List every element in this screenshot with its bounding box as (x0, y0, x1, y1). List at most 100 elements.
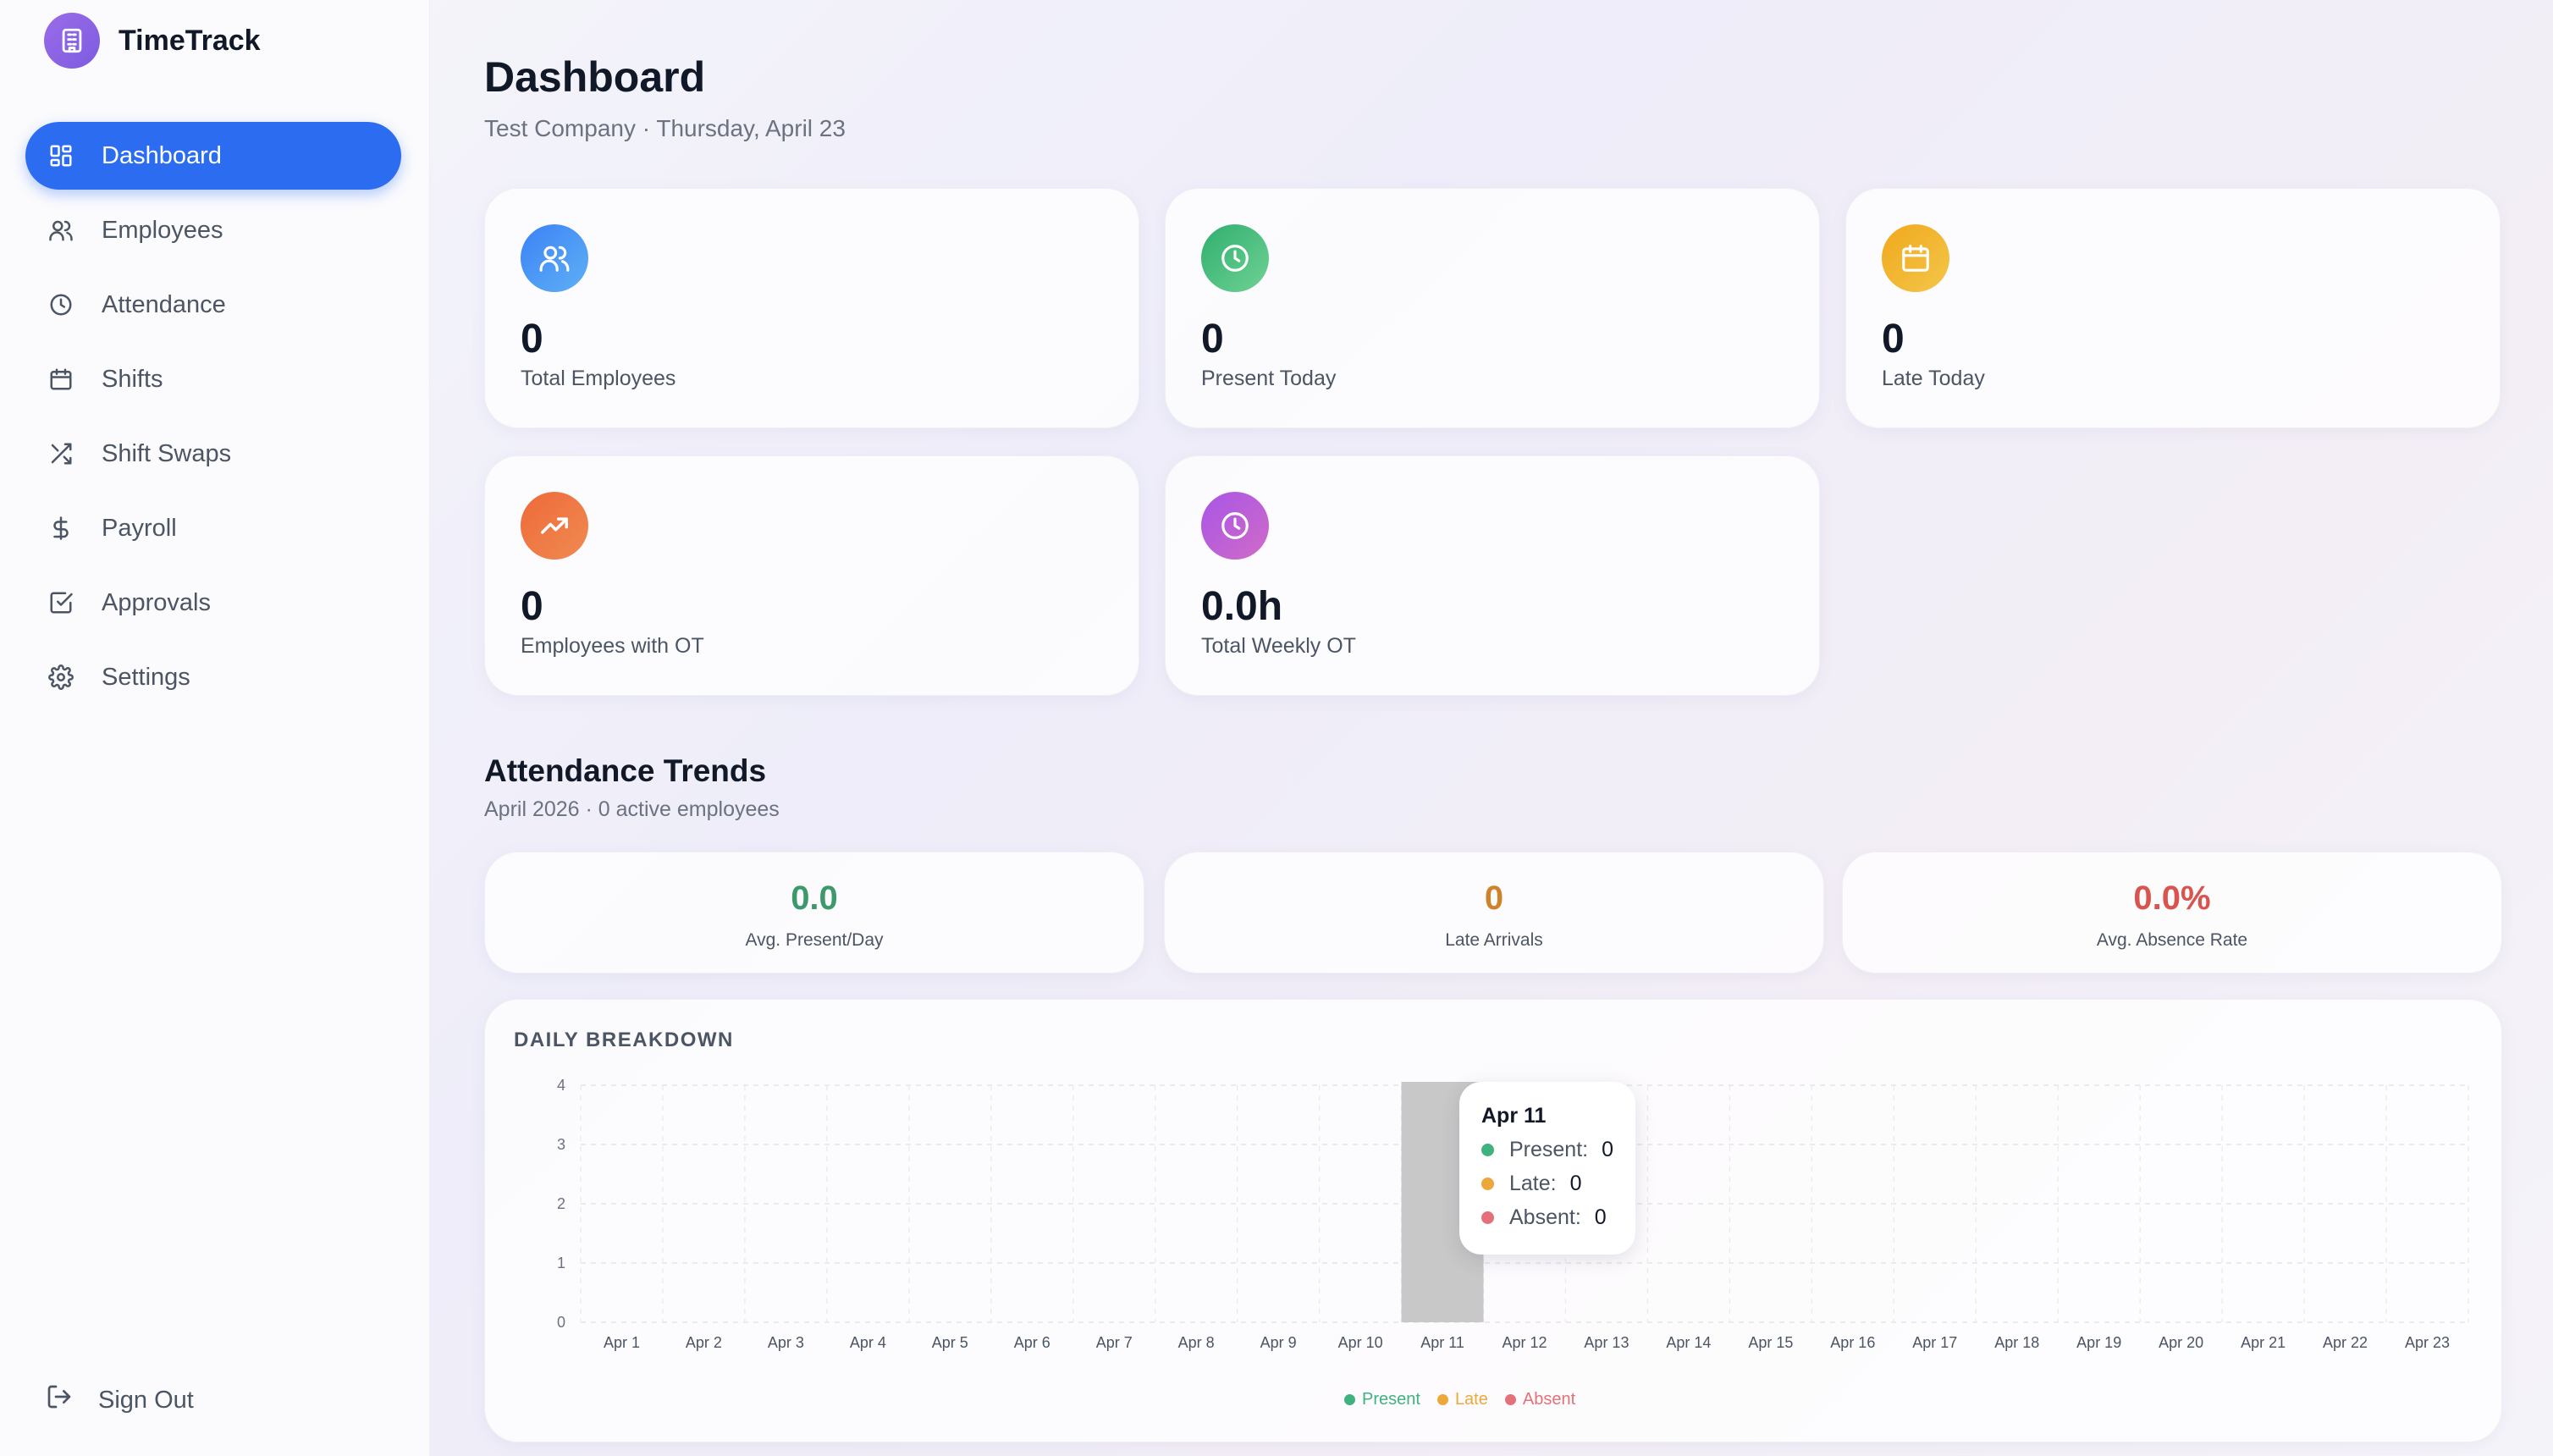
sidebar-item-employees[interactable]: Employees (25, 196, 401, 264)
sign-out-button[interactable]: Sign Out (46, 1383, 194, 1417)
summary-label: Avg. Absence Rate (2096, 930, 2248, 950)
clock-icon (1201, 224, 1269, 292)
x-tick-label: Apr 10 (1338, 1334, 1383, 1351)
x-tick-label: Apr 22 (2323, 1334, 2368, 1351)
x-tick-label: Apr 20 (2159, 1334, 2203, 1351)
sidebar-item-payroll[interactable]: Payroll (25, 494, 401, 562)
tooltip-value: 0 (1602, 1138, 1614, 1161)
x-tick-label: Apr 13 (1584, 1334, 1629, 1351)
trending-up-icon (521, 492, 588, 560)
legend-item-late[interactable]: Late (1436, 1390, 1488, 1409)
summary-value: 0.0% (2133, 880, 2211, 917)
sidebar-item-attendance[interactable]: Attendance (25, 271, 401, 339)
stat-value: 0 (521, 584, 543, 629)
chart-tooltip: Apr 11 Present: 0 Late: 0 Absent: 0 (1459, 1082, 1635, 1255)
summary-card-absence-rate: 0.0% Avg. Absence Rate (1842, 852, 2502, 973)
brand[interactable]: TimeTrack (44, 13, 261, 69)
stat-label: Employees with OT (521, 634, 704, 658)
x-tick-label: Apr 1 (604, 1334, 640, 1351)
chart-title: DAILY BREAKDOWN (514, 1029, 734, 1051)
legend-dot-icon (1436, 1394, 1448, 1405)
sidebar-nav: Dashboard Employees Attendance Shifts Sh… (25, 122, 401, 718)
y-tick-label: 3 (557, 1136, 565, 1153)
stat-value: 0 (1201, 317, 1224, 361)
gear-icon (46, 662, 76, 692)
x-tick-label: Apr 19 (2076, 1334, 2121, 1351)
stat-value: 0 (1882, 317, 1905, 361)
page-subtitle: Test Company · Thursday, April 23 (484, 115, 846, 141)
stat-value: 0.0h (1201, 584, 1283, 629)
legend-item-absent[interactable]: Absent (1504, 1390, 1575, 1409)
x-tick-label: Apr 6 (1014, 1334, 1050, 1351)
chart-legend: Present Late Absent (1344, 1390, 1592, 1409)
dashboard-grid-icon (46, 141, 76, 171)
sidebar-item-approvals[interactable]: Approvals (25, 569, 401, 637)
y-tick-label: 4 (557, 1077, 565, 1094)
summary-card-late-arrivals: 0 Late Arrivals (1164, 852, 1824, 973)
x-tick-label: Apr 4 (850, 1334, 886, 1351)
sidebar-item-settings[interactable]: Settings (25, 643, 401, 711)
chart-y-ticks: 0 1 2 3 4 (557, 1077, 565, 1331)
absent-dot-icon (1481, 1211, 1494, 1224)
chart-grid (580, 1084, 2469, 1323)
x-tick-label: Apr 5 (932, 1334, 968, 1351)
stat-card-present-today: 0 Present Today (1165, 188, 1820, 428)
x-tick-label: Apr 12 (1502, 1334, 1547, 1351)
chart-x-ticks: Apr 1 Apr 2 Apr 3 Apr 4 Apr 5 Apr 6 Apr 7 Apr 8… (604, 1334, 2450, 1351)
x-tick-label: Apr 18 (1994, 1334, 2039, 1351)
sidebar-item-label: Dashboard (102, 141, 222, 169)
sidebar-item-label: Payroll (102, 514, 177, 542)
x-tick-label: Apr 7 (1096, 1334, 1133, 1351)
calendar-icon (1882, 224, 1949, 292)
tooltip-row-late: Late: 0 (1481, 1172, 1582, 1196)
sidebar-item-shift-swaps[interactable]: Shift Swaps (25, 420, 401, 488)
tooltip-row-present: Present: 0 (1481, 1138, 1613, 1162)
sidebar-item-dashboard[interactable]: Dashboard (25, 122, 401, 190)
users-icon (46, 215, 76, 245)
y-tick-label: 2 (557, 1195, 565, 1212)
clock-icon (1201, 492, 1269, 560)
building-logo-icon (44, 13, 100, 69)
summary-label: Late Arrivals (1445, 930, 1543, 950)
sidebar-item-shifts[interactable]: Shifts (25, 345, 401, 413)
app-name: TimeTrack (119, 24, 261, 57)
calendar-icon (46, 364, 76, 394)
section-title: Attendance Trends (484, 753, 767, 788)
sidebar-item-label: Employees (102, 216, 223, 244)
tooltip-label: Late: (1509, 1172, 1557, 1195)
sidebar: TimeTrack Dashboard Employees Attendance… (0, 0, 430, 1456)
sidebar-item-label: Settings (102, 663, 190, 691)
stat-card-employees-with-ot: 0 Employees with OT (484, 455, 1139, 696)
stat-label: Total Weekly OT (1201, 634, 1356, 658)
shuffle-icon (46, 438, 76, 469)
y-tick-label: 1 (557, 1255, 565, 1271)
x-tick-label: Apr 14 (1666, 1334, 1711, 1351)
stat-value: 0 (521, 317, 543, 361)
legend-label: Late (1454, 1390, 1488, 1409)
tooltip-title: Apr 11 (1481, 1104, 1547, 1128)
sidebar-item-label: Shifts (102, 365, 163, 393)
y-tick-label: 0 (557, 1314, 565, 1331)
x-tick-label: Apr 8 (1178, 1334, 1215, 1351)
summary-card-avg-present: 0.0 Avg. Present/Day (484, 852, 1144, 973)
users-icon (521, 224, 588, 292)
x-tick-label: Apr 9 (1260, 1334, 1297, 1351)
sidebar-item-label: Shift Swaps (102, 439, 232, 467)
clock-icon (46, 290, 76, 320)
summary-value: 0 (1484, 880, 1504, 917)
section-subtitle: April 2026 · 0 active employees (484, 797, 780, 821)
stat-card-total-employees: 0 Total Employees (484, 188, 1139, 428)
tooltip-value: 0 (1594, 1205, 1607, 1229)
legend-dot-icon (1504, 1394, 1516, 1405)
page-title: Dashboard (484, 53, 706, 101)
x-tick-label: Apr 23 (2405, 1334, 2450, 1351)
tooltip-label: Absent: (1509, 1205, 1581, 1229)
present-dot-icon (1481, 1144, 1494, 1156)
legend-label: Present (1362, 1390, 1420, 1409)
legend-item-present[interactable]: Present (1344, 1390, 1420, 1409)
check-square-icon (46, 587, 76, 618)
summary-label: Avg. Present/Day (745, 930, 884, 950)
x-tick-label: Apr 3 (768, 1334, 804, 1351)
x-tick-label: Apr 11 (1420, 1334, 1464, 1351)
